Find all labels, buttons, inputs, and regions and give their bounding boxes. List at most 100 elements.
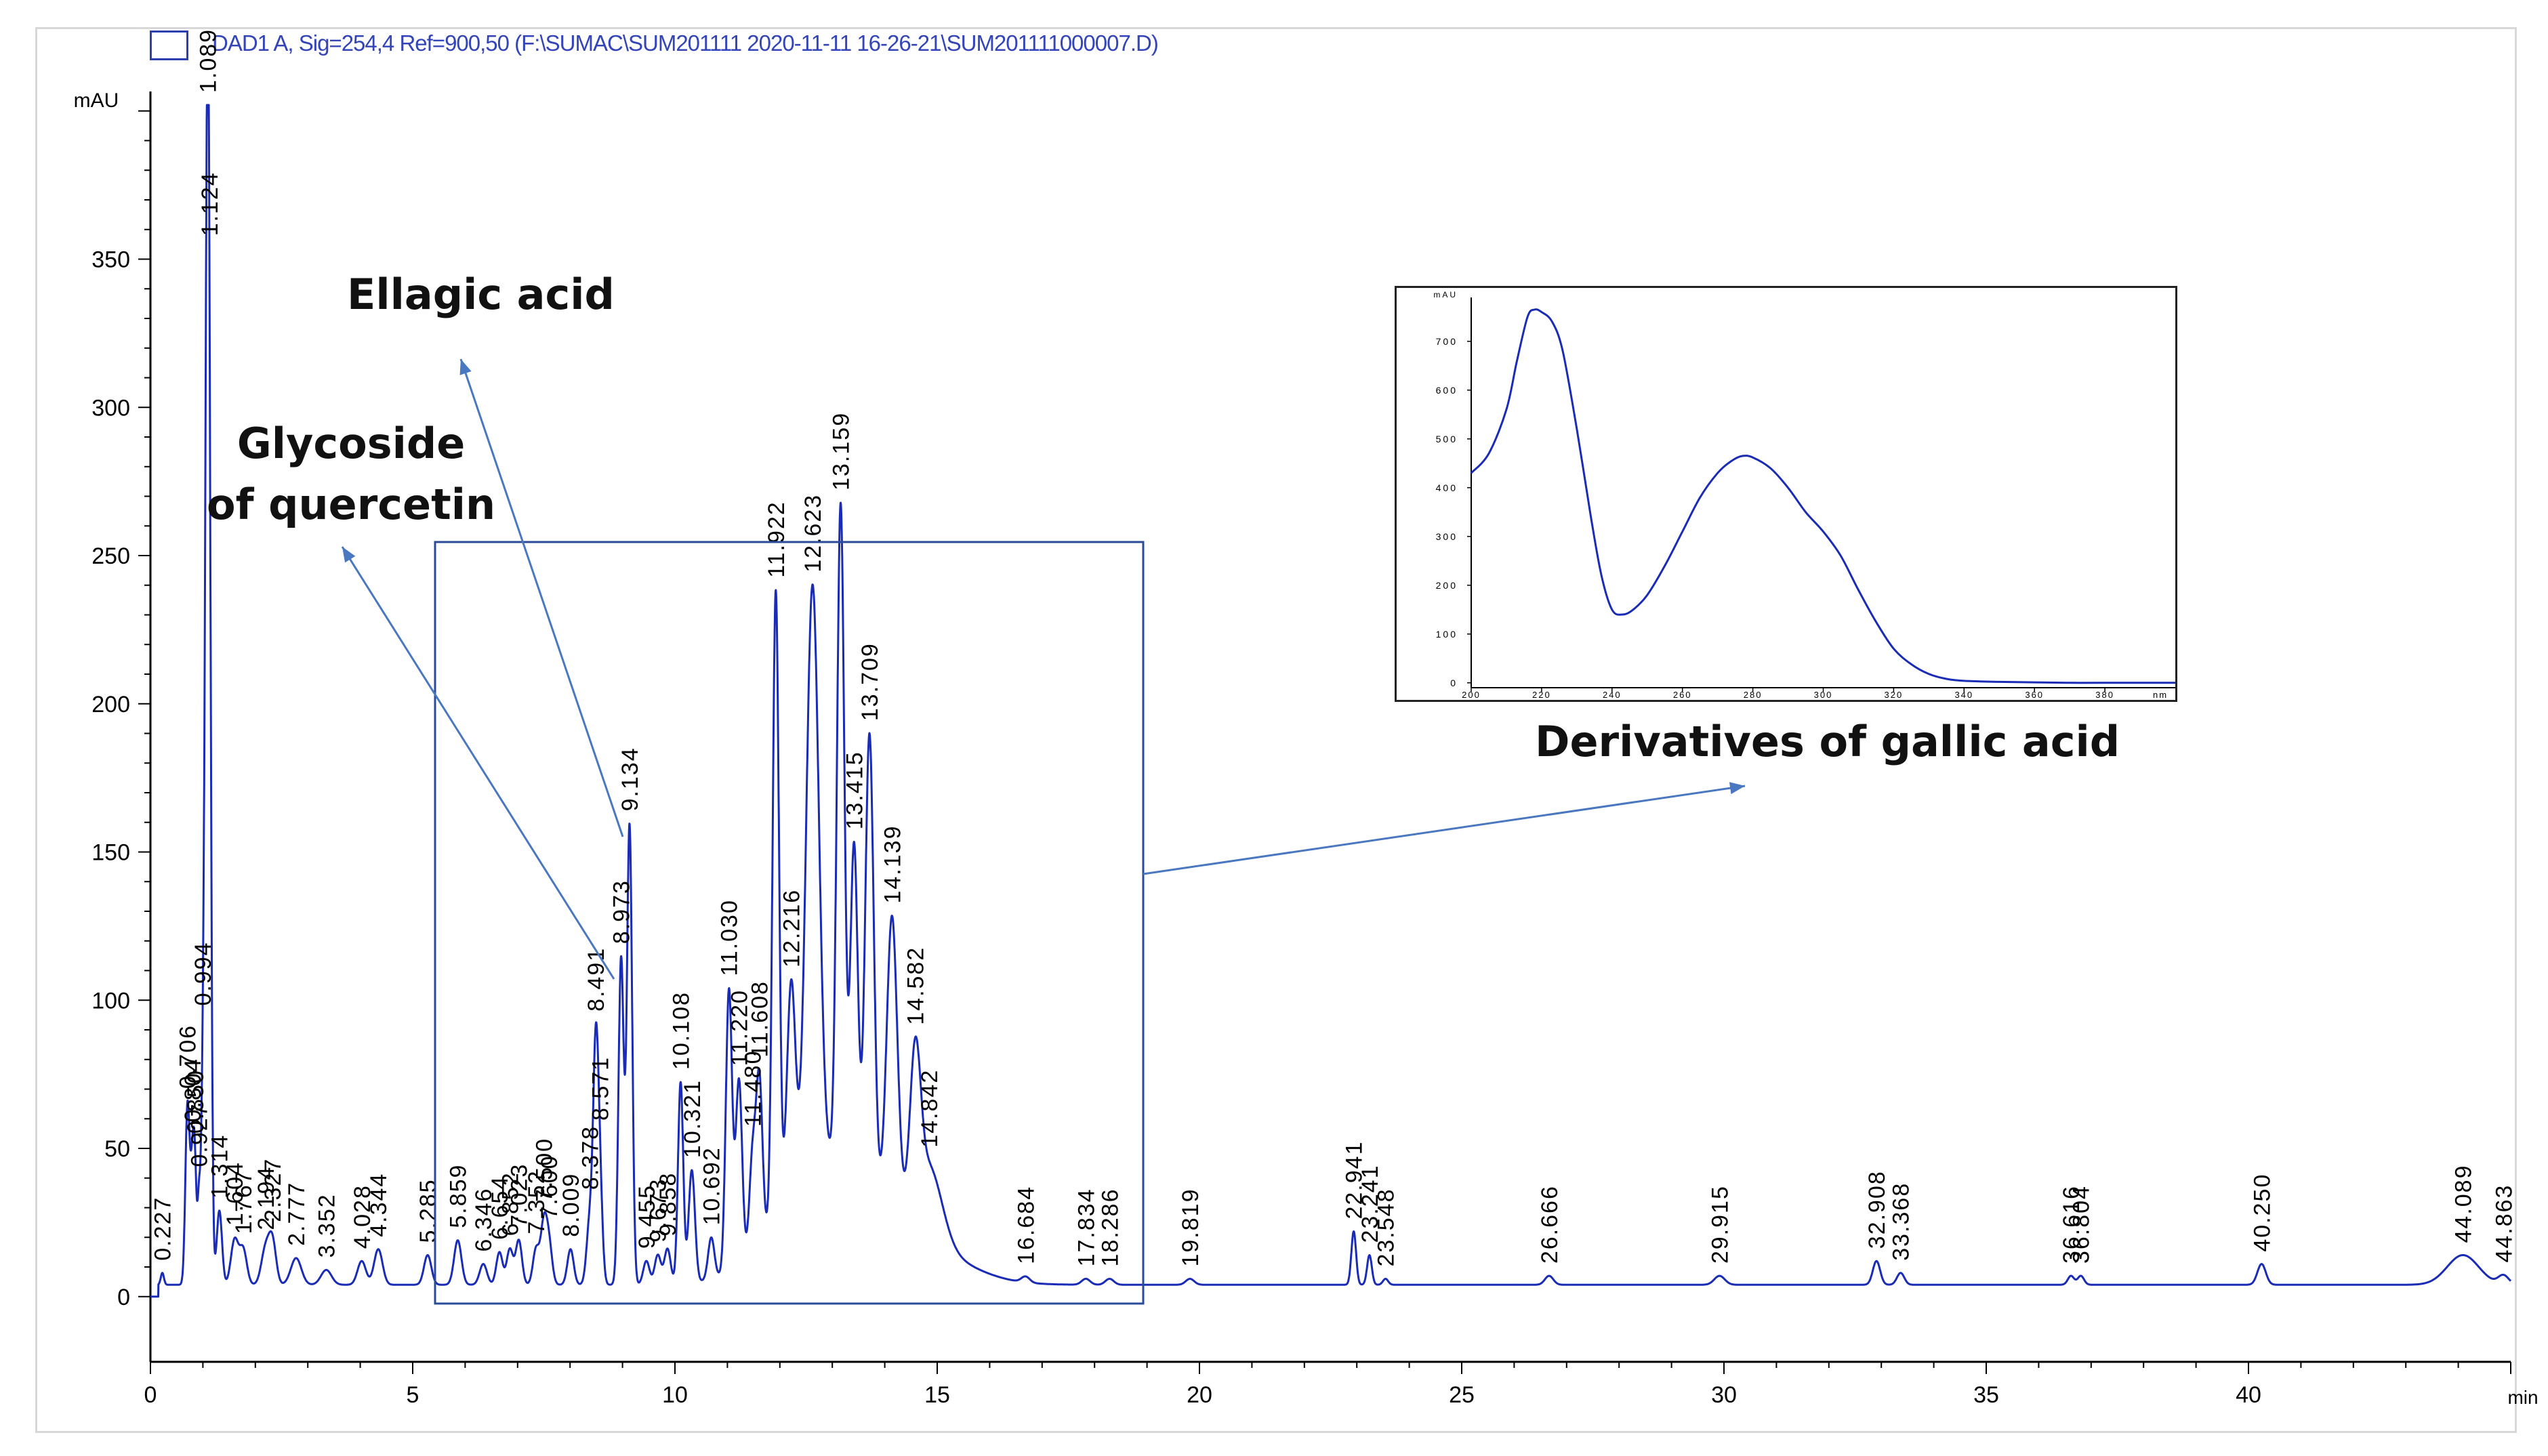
peak-retention-label: 13.159: [829, 412, 855, 491]
x-tick-label: 25: [1449, 1382, 1475, 1408]
peak-retention-label: 0.804: [180, 1058, 206, 1122]
peak-retention-label: 23.548: [1374, 1188, 1399, 1267]
inset-x-tick-label: 200: [1462, 690, 1481, 700]
peak-retention-label: 1.089: [195, 28, 221, 93]
peak-retention-label: 11.030: [717, 899, 743, 976]
chromatogram-trace: [149, 104, 2512, 1298]
peak-retention-label: 9.455: [634, 1184, 660, 1249]
peak-retention-label: 1.604: [222, 1161, 248, 1226]
peak-retention-label: 40.250: [2249, 1173, 2275, 1252]
x-tick-label: 0: [144, 1382, 157, 1408]
peak-retention-label: 14.582: [903, 947, 929, 1025]
peak-retention-label: 29.915: [1707, 1185, 1733, 1264]
peak-retention-label: 11.922: [764, 501, 789, 577]
peak-retention-label: 11.220: [726, 989, 752, 1066]
peak-retention-label: 22.941: [1342, 1141, 1368, 1220]
peak-retention-label: 12.216: [779, 889, 805, 968]
inset-y-axis-title: mAU: [1433, 290, 1458, 299]
peak-retention-label: 4.344: [366, 1173, 392, 1237]
y-tick-label: 250: [91, 543, 130, 569]
peak-retention-label: 2.194: [253, 1166, 279, 1230]
inset-x-tick-label: 320: [1885, 690, 1904, 700]
peak-retention-label: 2.327: [260, 1158, 286, 1222]
peak-retention-label: 6.346: [471, 1188, 497, 1252]
peak-retention-label: 3.352: [314, 1193, 340, 1257]
peak-retention-label: 33.368: [1889, 1182, 1914, 1261]
inset-y-tick-label: 600: [1436, 385, 1458, 396]
peak-retention-label: 8.378: [577, 1125, 603, 1190]
y-tick-label: 50: [104, 1136, 130, 1162]
legend-swatch: [150, 30, 188, 60]
peak-retention-label: 7.023: [507, 1163, 533, 1228]
inset-y-tick-label: 100: [1436, 629, 1458, 640]
annotation-arrowhead: [1729, 782, 1745, 795]
inset-y-tick-label: 200: [1436, 580, 1458, 591]
uv-spectrum-trace: [1470, 308, 2175, 684]
annotation-arrowhead: [459, 359, 472, 375]
x-axis-title: min: [2507, 1387, 2538, 1408]
peak-retention-label: 5.285: [415, 1178, 441, 1243]
peak-retention-label: 44.089: [2450, 1165, 2476, 1243]
plot-frame: [35, 27, 2517, 1433]
inset-x-tick-label: 300: [1814, 690, 1833, 700]
y-tick-label: 350: [91, 247, 130, 273]
inset-x-tick-label: 280: [1744, 690, 1763, 700]
peak-retention-label: 14.842: [917, 1069, 943, 1148]
x-tick-label: 10: [662, 1382, 688, 1408]
peak-retention-label: 14.139: [880, 825, 905, 904]
peak-retention-label: 9.673: [646, 1178, 672, 1243]
y-tick-label: 0: [117, 1285, 130, 1310]
annotation-arrow-line: [459, 358, 624, 837]
annotation-arrow-line: [341, 546, 615, 980]
peak-retention-label: 1.314: [207, 1134, 233, 1199]
inset-y-tick-label: 700: [1436, 336, 1458, 347]
peak-retention-label: 7.500: [532, 1138, 558, 1202]
x-tick-label: 40: [2236, 1382, 2261, 1408]
peak-retention-label: 10.108: [668, 991, 694, 1070]
peak-retention-label: 44.863: [2491, 1184, 2517, 1263]
peak-retention-label: 7.600: [537, 1155, 562, 1219]
peak-retention-label: 13.709: [857, 642, 883, 721]
peak-retention-label: 23.241: [1357, 1164, 1383, 1243]
peak-retention-label: 1.124: [197, 171, 223, 236]
inset-y-tick-label: 300: [1436, 531, 1458, 542]
x-tick-label: 35: [1973, 1382, 1999, 1408]
peak-retention-label: 0.706: [176, 1024, 201, 1089]
inset-x-tick-label: 340: [1954, 690, 1973, 700]
main-axes: 0 50 100 150 200 250 300 350 0 5 10 15 20 25 30 35 40 mAU…: [74, 89, 2539, 1408]
peak-retention-label: 4.028: [350, 1184, 375, 1249]
inset-x-tick-label: 360: [2025, 690, 2044, 700]
peak-retention-label: 8.973: [609, 879, 635, 944]
legend-label: DAD1 A, Sig=254,4 Ref=900,50 (F:\SUMAC\S…: [212, 30, 1159, 56]
peak-retention-label: 16.684: [1013, 1186, 1039, 1264]
inset-x-tick-label: 260: [1673, 690, 1692, 700]
annotation-arrows: [341, 358, 1746, 980]
peak-retention-label: 0.927: [187, 1102, 213, 1167]
inset-x-tick-label: 380: [2095, 690, 2114, 700]
peak-retention-label: 9.858: [655, 1172, 681, 1236]
peak-retention-label: 0.994: [190, 941, 216, 1005]
inset-y-tick-label: 400: [1436, 482, 1458, 493]
peak-retention-label: 17.834: [1073, 1188, 1099, 1266]
y-tick-label: 200: [91, 692, 130, 717]
peak-retention-label: 18.286: [1097, 1188, 1123, 1266]
peak-retention-label: 2.777: [284, 1182, 310, 1246]
peak-retention-label: 26.666: [1537, 1185, 1563, 1264]
inset-y-tick-label: 0: [1450, 678, 1458, 688]
y-tick-label: 300: [91, 395, 130, 421]
peak-retention-label: 5.859: [445, 1164, 471, 1228]
peak-retention-label: 1.767: [231, 1169, 257, 1234]
glycoside-quercetin-label: Glycoside of quercetin: [207, 413, 495, 535]
peak-retention-label: 19.819: [1178, 1188, 1204, 1267]
y-tick-label: 100: [91, 988, 130, 1014]
peak-retention-label: 12.623: [800, 494, 826, 573]
uv-spectrum-inset: 0 100 200 300 400 500 600 700 200 220 240 260 280 300…: [1395, 286, 2177, 702]
peak-retention-label: 11.608: [747, 980, 773, 1057]
glycoside-line-1: Glycoside: [237, 419, 466, 468]
peak-retention-label: 6.852: [497, 1171, 523, 1236]
peak-retention-label: 6.654: [487, 1176, 513, 1240]
peak-retention-label: 36.804: [2069, 1185, 2095, 1264]
peak-retention-label: 8.571: [588, 1056, 613, 1121]
annotation-arrow-line: [1143, 785, 1746, 875]
